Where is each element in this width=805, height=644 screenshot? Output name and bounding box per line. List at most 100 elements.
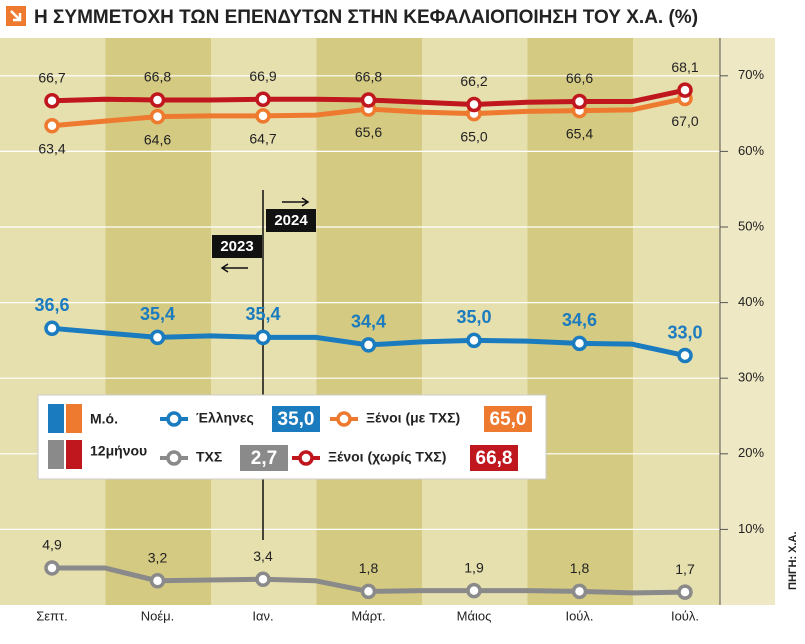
legend-label: Έλληνες <box>196 410 254 426</box>
band <box>422 38 528 605</box>
arrow <box>282 197 310 207</box>
legend-marker <box>298 450 314 466</box>
value-label: 67,0 <box>671 113 698 129</box>
arrow <box>220 263 248 273</box>
value-label: 3,4 <box>253 548 273 564</box>
legend-marker <box>336 411 352 427</box>
band <box>527 38 633 605</box>
value-label: 3,2 <box>148 550 168 566</box>
x-tick-label: Μάιος <box>457 608 492 623</box>
legend-average: 2,7 <box>251 448 277 469</box>
legend-average: 66,8 <box>476 448 513 469</box>
annotation: 2023 <box>220 238 253 255</box>
marker <box>149 92 166 108</box>
annotation-box <box>266 209 316 232</box>
value-label: 64,7 <box>249 131 276 147</box>
value-label: 1,9 <box>464 559 484 575</box>
value-label: 68,1 <box>671 59 698 75</box>
legend-label: Ξένοι (χωρίς ΤΧΣ) <box>328 449 446 465</box>
x-tick-label: Ιαν. <box>252 608 273 623</box>
value-label: 66,2 <box>460 73 487 89</box>
value-label: 63,4 <box>38 140 65 156</box>
value-label: 35,4 <box>245 304 280 324</box>
marker <box>149 573 166 589</box>
value-label: 65,6 <box>355 124 382 140</box>
annotation-box <box>212 235 262 258</box>
marker <box>255 91 271 107</box>
x-tick-label: Μάρτ. <box>351 608 385 623</box>
legend-average: 65,0 <box>490 409 527 430</box>
marker <box>677 584 693 600</box>
marker <box>571 93 588 110</box>
legend-label: Ξένοι (με ΤΧΣ) <box>366 410 460 426</box>
marker <box>255 571 271 588</box>
marker <box>360 583 377 600</box>
marker <box>360 92 377 108</box>
legend-swatch <box>66 404 82 433</box>
band <box>633 38 720 605</box>
value-label: 35,0 <box>456 307 491 327</box>
marker <box>255 329 271 346</box>
y-tick-label: 60% <box>738 143 764 158</box>
y-tick-label: 30% <box>738 370 764 385</box>
x-tick-label: Ιούλ. <box>565 608 593 623</box>
value-label: 34,4 <box>351 312 386 332</box>
title-icon-arrow <box>10 10 22 22</box>
legend-swatch <box>48 404 64 433</box>
marker <box>44 560 60 576</box>
x-tick-label: Σεπτ. <box>36 608 68 623</box>
legend-caption: Μ.ό. <box>90 411 118 427</box>
value-label: 4,9 <box>42 537 62 553</box>
marker <box>571 583 588 600</box>
value-label: 66,6 <box>566 70 593 86</box>
value-label: 65,4 <box>566 125 593 141</box>
marker <box>360 337 377 353</box>
marker <box>571 335 588 352</box>
band <box>316 38 422 605</box>
marker <box>466 582 482 599</box>
y-tick-label: 50% <box>738 218 764 233</box>
value-label: 66,8 <box>355 69 382 85</box>
value-label: 65,0 <box>460 128 487 144</box>
legend-marker <box>166 411 182 427</box>
legend-marker <box>166 450 182 466</box>
legend-average-box <box>484 406 532 432</box>
marker <box>149 329 166 346</box>
value-label: 1,7 <box>675 561 695 577</box>
value-label: 1,8 <box>359 560 379 576</box>
legend-average-box <box>240 445 288 471</box>
annotation: 2024 <box>274 212 308 229</box>
marker <box>255 108 271 124</box>
value-label: 34,6 <box>562 310 597 330</box>
y-tick-label: 40% <box>738 294 764 309</box>
chart-title: Η ΣΥΜΜΕΤΟΧΗ ΤΩΝ ΕΠΕΝΔΥΤΩΝ ΣΤΗΝ ΚΕΦΑΛΑΙΟΠ… <box>34 7 698 28</box>
y-tick-label: 10% <box>738 521 764 536</box>
x-tick-label: Νοέμ. <box>141 608 175 623</box>
marker <box>677 347 693 364</box>
marker <box>149 108 166 125</box>
marker <box>44 117 60 134</box>
legend-label: ΤΧΣ <box>196 449 222 465</box>
value-label: 33,0 <box>667 322 702 342</box>
source: ΠΗΓΗ: Χ.Α. <box>787 531 799 590</box>
marker <box>44 92 60 109</box>
marker <box>466 96 482 113</box>
value-label: 66,8 <box>144 69 171 85</box>
value-label: 64,6 <box>144 131 171 147</box>
x-tick-label: Ιούλ. <box>671 608 699 623</box>
value-label: 35,4 <box>140 304 175 324</box>
legend-average: 35,0 <box>278 409 315 430</box>
y-tick-label: 20% <box>738 445 764 460</box>
marker <box>44 320 60 337</box>
legend-average-box <box>272 406 320 432</box>
marker <box>677 82 693 98</box>
band <box>105 38 211 605</box>
y-tick-label: 70% <box>738 67 764 82</box>
legend-average-box <box>470 445 518 471</box>
legend-swatch <box>48 440 64 469</box>
value-label: 1,8 <box>570 560 590 576</box>
legend-swatch <box>66 440 82 469</box>
value-label: 66,7 <box>38 69 65 85</box>
value-label: 36,6 <box>34 295 69 315</box>
